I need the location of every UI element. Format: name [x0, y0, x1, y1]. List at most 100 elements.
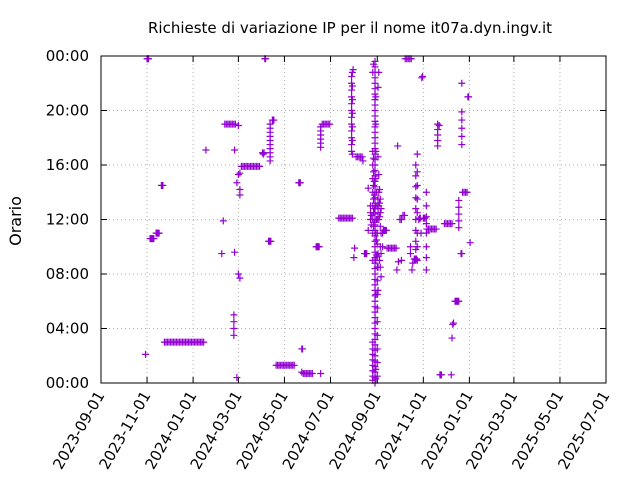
- data-point: [413, 168, 421, 176]
- chart-title: Richieste di variazione IP per il nome i…: [148, 19, 552, 37]
- data-point: [348, 96, 356, 104]
- data-point: [448, 334, 456, 342]
- data-point: [412, 194, 420, 202]
- data-point: [434, 120, 442, 128]
- data-point: [448, 220, 456, 228]
- data-point: [348, 136, 356, 144]
- data-point: [455, 224, 463, 232]
- data-point: [259, 150, 267, 158]
- data-point: [413, 181, 421, 189]
- data-point: [374, 286, 382, 294]
- data-point: [458, 141, 466, 149]
- data-point: [373, 236, 381, 244]
- data-point: [418, 74, 426, 82]
- data-point: [412, 237, 420, 245]
- data-point: [397, 256, 405, 264]
- data-point: [458, 124, 466, 132]
- data-point: [372, 175, 380, 183]
- data-point: [298, 368, 306, 376]
- data-point: [364, 184, 372, 192]
- data-point: [458, 79, 466, 87]
- data-point: [412, 172, 420, 180]
- data-point: [376, 256, 384, 264]
- data-point: [348, 86, 356, 94]
- y-axis-label: Orario: [6, 196, 25, 246]
- data-point: [413, 256, 421, 264]
- data-point: [370, 222, 378, 230]
- data-point: [308, 369, 316, 377]
- data-point: [394, 142, 402, 150]
- data-point: [234, 171, 242, 179]
- data-point: [376, 195, 384, 203]
- data-points: [142, 55, 474, 387]
- data-point: [412, 205, 420, 213]
- data-point: [449, 320, 457, 328]
- data-point: [317, 369, 325, 377]
- data-point: [231, 146, 239, 154]
- data-point: [406, 243, 414, 251]
- data-point: [421, 214, 429, 222]
- plot-frame: [100, 55, 607, 384]
- data-point: [465, 93, 473, 101]
- data-point: [373, 359, 381, 367]
- data-point: [437, 371, 445, 379]
- data-point: [350, 254, 358, 262]
- data-point: [296, 179, 304, 187]
- data-point: [422, 229, 430, 237]
- data-point: [372, 365, 380, 373]
- data-point: [256, 162, 264, 170]
- y-tick-label: 12:00: [46, 211, 89, 229]
- data-point: [372, 93, 380, 101]
- data-point: [348, 141, 356, 149]
- data-point: [348, 113, 356, 121]
- data-point: [231, 120, 239, 128]
- data-point: [374, 153, 382, 161]
- data-point: [455, 210, 463, 218]
- data-point: [413, 195, 421, 203]
- data-point: [270, 116, 278, 124]
- data-point: [348, 100, 356, 108]
- data-point: [372, 147, 380, 155]
- data-point: [375, 68, 383, 76]
- data-point: [393, 266, 401, 274]
- data-point: [260, 149, 268, 157]
- data-point: [230, 318, 238, 326]
- data-point: [231, 248, 239, 256]
- data-point: [422, 243, 430, 251]
- data-point: [458, 116, 466, 124]
- data-point: [379, 243, 387, 251]
- data-point: [155, 229, 163, 237]
- data-point: [408, 266, 416, 274]
- data-point: [463, 188, 471, 196]
- data-point: [234, 270, 242, 278]
- data-point: [349, 66, 357, 74]
- data-point: [458, 132, 466, 140]
- data-point: [394, 258, 402, 266]
- data-point: [373, 372, 381, 380]
- data-point: [230, 311, 238, 319]
- data-point: [370, 154, 378, 162]
- data-point: [450, 319, 458, 327]
- data-point: [376, 209, 384, 217]
- data-point: [413, 209, 421, 217]
- data-point: [348, 82, 356, 90]
- data-point: [370, 181, 378, 189]
- data-point: [406, 250, 414, 258]
- data-point: [348, 150, 356, 158]
- data-point: [236, 274, 244, 282]
- data-point: [202, 146, 210, 154]
- data-point: [422, 266, 430, 274]
- data-point: [409, 259, 417, 267]
- data-point: [412, 161, 420, 169]
- data-point: [348, 72, 356, 80]
- data-point: [290, 361, 298, 369]
- grid: [101, 56, 606, 383]
- y-tick-label: 04:00: [46, 320, 89, 338]
- y-tick-label: 00:00: [46, 47, 89, 65]
- data-point: [267, 237, 275, 245]
- data-point: [432, 225, 440, 233]
- data-point: [234, 121, 242, 129]
- data-point: [351, 244, 359, 252]
- data-point: [370, 168, 378, 176]
